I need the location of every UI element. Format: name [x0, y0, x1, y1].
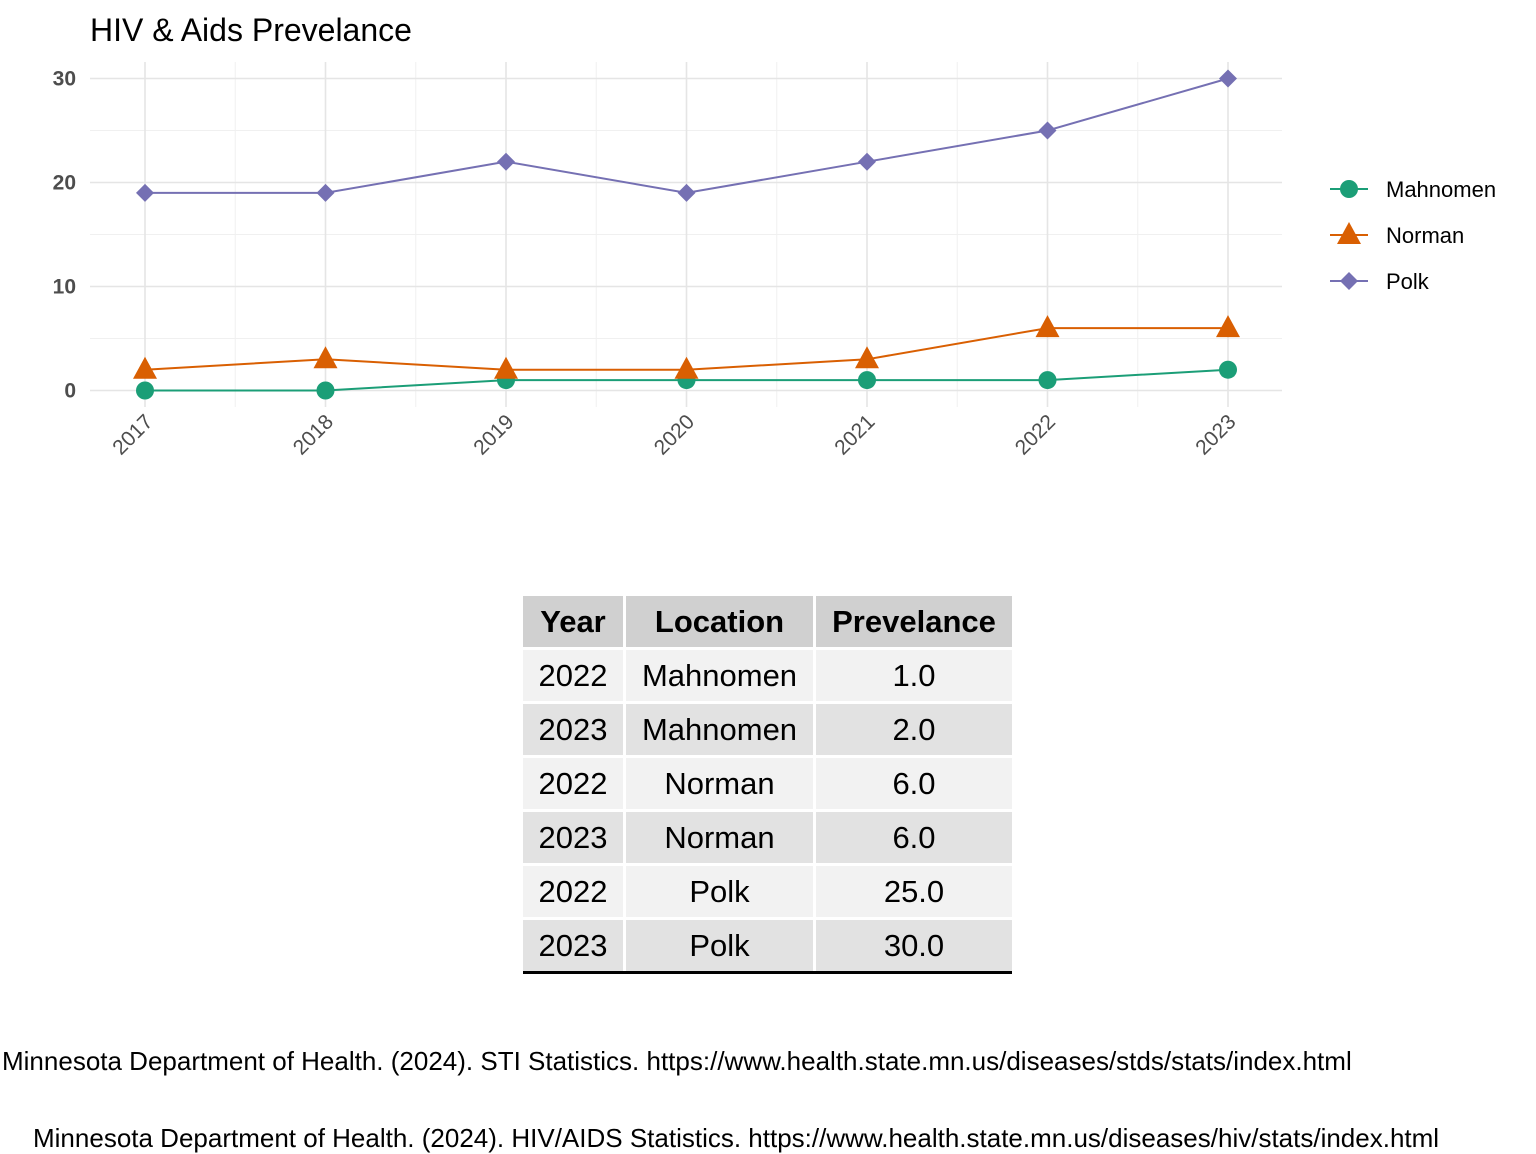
data-point-polk [677, 183, 696, 202]
data-point-norman [1035, 315, 1060, 338]
data-point-polk [1219, 69, 1237, 88]
x-tick-label: 2017 [108, 410, 157, 459]
cell-year: 2022 [523, 650, 626, 704]
x-tick-label: 2020 [650, 410, 699, 459]
table-row: 2023 Norman 6.0 [523, 812, 1012, 866]
x-tick-label: 2018 [289, 410, 338, 459]
table-row: 2022 Mahnomen 1.0 [523, 650, 1012, 704]
data-point-polk [497, 152, 515, 171]
cell-location: Norman [626, 758, 816, 812]
citation-hiv-aids-statistics: Minnesota Department of Health. (2024). … [33, 1123, 1440, 1153]
table-row: 2022 Norman 6.0 [523, 758, 1012, 812]
legend-label-polk: Polk [1386, 269, 1430, 294]
data-point-mahnomen [1038, 371, 1057, 390]
cell-year: 2023 [523, 812, 626, 866]
cell-location: Polk [626, 920, 816, 971]
data-point-polk [1038, 121, 1057, 140]
legend-item-norman: Norman [1330, 222, 1464, 248]
y-axis-ticks: 0 10 20 30 [53, 68, 76, 403]
legend-item-polk: Polk [1330, 269, 1430, 294]
x-tick-label: 2019 [469, 410, 518, 459]
citation-sti-statistics: Minnesota Department of Health. (2024). … [2, 1046, 1352, 1076]
cell-location: Polk [626, 866, 816, 920]
cell-year: 2022 [523, 758, 626, 812]
data-point-polk [136, 183, 154, 202]
table-row: 2023 Mahnomen 2.0 [523, 704, 1012, 758]
column-header-prevalence: Prevelance [816, 596, 1012, 650]
legend-label-norman: Norman [1386, 223, 1464, 248]
cell-location: Mahnomen [626, 650, 816, 704]
data-point-norman [855, 346, 879, 369]
data-point-norman [494, 356, 518, 379]
cell-prevalence: 25.0 [816, 866, 1012, 920]
x-tick-label: 2021 [830, 410, 879, 459]
prevalence-table: Year Location Prevelance 2022 Mahnomen 1… [523, 596, 1012, 974]
legend: Mahnomen Norman Polk [1330, 177, 1496, 294]
cell-location: Norman [626, 812, 816, 866]
data-point-norman [1216, 315, 1240, 338]
cell-prevalence: 6.0 [816, 758, 1012, 812]
grid-lines [90, 62, 1282, 407]
series-polk [136, 69, 1237, 202]
series-norman [133, 315, 1240, 379]
cell-prevalence: 2.0 [816, 704, 1012, 758]
table-row: 2023 Polk 30.0 [523, 920, 1012, 971]
legend-label-mahnomen: Mahnomen [1386, 177, 1496, 202]
cell-year: 2022 [523, 866, 626, 920]
legend-marker-mahnomen [1340, 180, 1358, 198]
data-point-polk [858, 152, 876, 171]
cell-prevalence: 6.0 [816, 812, 1012, 866]
x-axis-ticks: 2017 2018 2019 2020 2021 2022 2023 [108, 410, 1240, 459]
y-tick-label: 10 [53, 276, 76, 299]
data-point-norman [133, 356, 157, 379]
series-mahnomen [136, 360, 1237, 400]
legend-marker-norman [1337, 222, 1361, 244]
legend-marker-polk [1340, 272, 1358, 290]
column-header-year: Year [523, 596, 626, 650]
data-point-norman [313, 346, 338, 369]
table-header-row: Year Location Prevelance [523, 596, 1012, 650]
series-layer [133, 69, 1240, 400]
chart-title: HIV & Aids Prevelance [90, 12, 412, 48]
x-tick-label: 2022 [1011, 410, 1060, 459]
cell-year: 2023 [523, 704, 626, 758]
cell-prevalence: 30.0 [816, 920, 1012, 971]
data-point-mahnomen [858, 371, 876, 390]
y-tick-label: 20 [53, 172, 76, 195]
x-tick-label: 2023 [1191, 410, 1240, 459]
y-tick-label: 30 [53, 68, 76, 91]
cell-location: Mahnomen [626, 704, 816, 758]
data-point-norman [674, 356, 699, 379]
data-point-polk [316, 183, 335, 202]
legend-item-mahnomen: Mahnomen [1330, 177, 1496, 202]
table-row: 2022 Polk 25.0 [523, 866, 1012, 920]
data-point-mahnomen [316, 381, 335, 400]
cell-prevalence: 1.0 [816, 650, 1012, 704]
cell-year: 2023 [523, 920, 626, 971]
column-header-location: Location [626, 596, 816, 650]
data-point-mahnomen [136, 381, 154, 400]
y-tick-label: 0 [64, 380, 76, 403]
data-point-mahnomen [1219, 360, 1237, 379]
